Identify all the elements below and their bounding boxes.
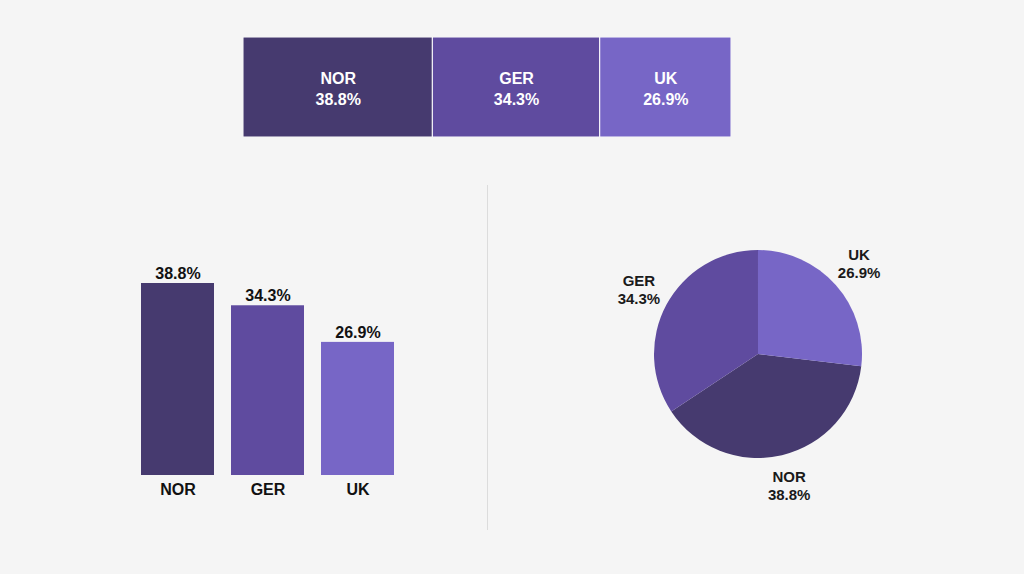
svg-text:38.8%: 38.8% (155, 265, 200, 282)
svg-text:GER34.3%: GER34.3% (618, 272, 661, 307)
svg-text:GER: GER (251, 481, 286, 498)
svg-text:34.3%: 34.3% (245, 287, 290, 304)
svg-text:UK26.9%: UK26.9% (643, 70, 688, 109)
svg-text:26.9%: 26.9% (335, 324, 380, 341)
svg-text:NOR38.8%: NOR38.8% (768, 468, 811, 503)
svg-text:GER34.3%: GER34.3% (494, 70, 539, 109)
svg-text:UK26.9%: UK26.9% (838, 246, 881, 281)
svg-text:UK: UK (346, 481, 370, 498)
svg-text:NOR38.8%: NOR38.8% (315, 70, 360, 109)
svg-text:NOR: NOR (160, 481, 196, 498)
